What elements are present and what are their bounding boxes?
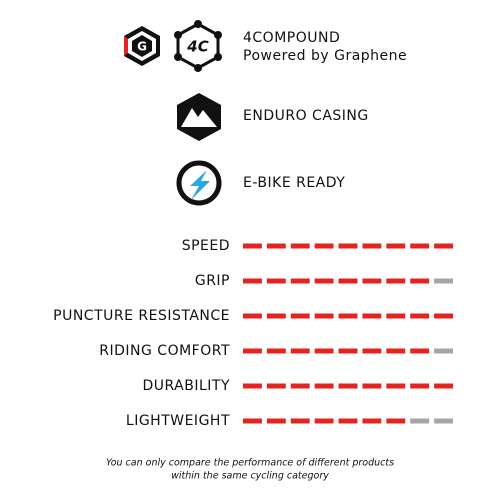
rating-segment (410, 278, 430, 284)
rating-segment (266, 383, 286, 389)
rating-segment (290, 383, 310, 389)
badge-text: 4C (186, 38, 208, 56)
rating-track (434, 348, 453, 354)
casing-icon (177, 93, 221, 141)
rating-segment (243, 243, 262, 249)
rating-track (434, 418, 453, 424)
rating-segment (266, 243, 286, 249)
feature-title: E-BIKE READY (243, 175, 345, 191)
rating-segment (410, 243, 430, 249)
rating-label: RIDING COMFORT (99, 343, 230, 359)
feature-title: ENDURO CASING (243, 108, 369, 124)
rating-segment (362, 313, 382, 319)
feature-title: 4COMPOUND (243, 30, 340, 46)
rating-segment (314, 348, 334, 354)
rating-segment (386, 348, 406, 354)
rating-segment (243, 383, 262, 389)
rating-segment (410, 348, 430, 354)
badge-letter: G (137, 40, 147, 54)
rating-label: SPEED (182, 238, 230, 254)
rating-segment (386, 243, 406, 249)
rating-label: GRIP (195, 273, 230, 289)
rating-segment (434, 313, 453, 319)
rating-segment (362, 243, 382, 249)
rating-segment (243, 313, 262, 319)
rating-segment (362, 278, 382, 284)
rating-segment (434, 383, 453, 389)
rating-segment (338, 313, 358, 319)
rating-track (434, 278, 453, 284)
rating-segment (386, 418, 406, 424)
graphene-icon: G (124, 26, 160, 66)
rating-segment (338, 383, 358, 389)
rating-segment (434, 243, 453, 249)
rating-segment (266, 313, 286, 319)
rating-segment (338, 243, 358, 249)
rating-segment (290, 348, 310, 354)
rating-label: LIGHTWEIGHT (126, 413, 230, 429)
rating-segment (243, 348, 262, 354)
rating-segment (386, 278, 406, 284)
rating-segment (243, 278, 262, 284)
rating-segment (314, 418, 334, 424)
compound-icon: 4C (174, 20, 222, 72)
rating-segment (290, 418, 310, 424)
rating-segment (266, 418, 286, 424)
rating-label: DURABILITY (142, 378, 230, 394)
rating-segment (290, 278, 310, 284)
rating-segment (338, 348, 358, 354)
ebike-icon (176, 160, 222, 206)
rating-segment (386, 313, 406, 319)
footnote: within the same cycling category (171, 471, 329, 482)
rating-segment (410, 383, 430, 389)
rating-segment (314, 313, 334, 319)
rating-track (410, 418, 430, 424)
rating-segment (266, 278, 286, 284)
rating-segment (266, 348, 286, 354)
rating-segment (362, 383, 382, 389)
rating-label: PUNCTURE RESISTANCE (53, 308, 230, 324)
rating-segment (338, 418, 358, 424)
rating-segment (243, 418, 262, 424)
rating-segment (362, 348, 382, 354)
rating-segment (290, 243, 310, 249)
rating-segment (290, 313, 310, 319)
rating-segment (362, 418, 382, 424)
feature-subtitle: Powered by Graphene (243, 48, 407, 64)
rating-segment (386, 383, 406, 389)
rating-segment (314, 278, 334, 284)
rating-segment (314, 243, 334, 249)
rating-segment (410, 313, 430, 319)
rating-segment (338, 278, 358, 284)
footnote: You can only compare the performance of … (106, 458, 394, 469)
rating-segment (314, 383, 334, 389)
